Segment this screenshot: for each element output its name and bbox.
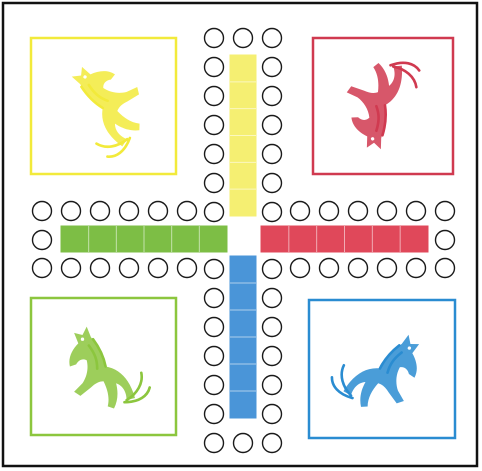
track-hole[interactable] (203, 345, 225, 367)
track-hole[interactable] (203, 114, 225, 136)
track-hole[interactable] (203, 85, 225, 107)
home-lane-red (260, 225, 429, 253)
track-hole[interactable] (89, 257, 111, 279)
track-hole[interactable] (347, 200, 369, 222)
track-hole[interactable] (261, 201, 283, 223)
track-hole[interactable] (261, 114, 283, 136)
track-hole[interactable] (203, 56, 225, 78)
track-hole[interactable] (31, 257, 53, 279)
track-hole[interactable] (147, 257, 169, 279)
track-hole[interactable] (405, 200, 427, 222)
track-hole[interactable] (203, 27, 225, 49)
track-hole[interactable] (232, 432, 254, 454)
track-hole[interactable] (261, 287, 283, 309)
track-hole[interactable] (203, 287, 225, 309)
track-hole[interactable] (60, 257, 82, 279)
track-hole[interactable] (31, 200, 53, 222)
track-hole[interactable] (261, 172, 283, 194)
rearing-horse-icon (330, 334, 420, 407)
track-hole[interactable] (261, 316, 283, 338)
track-hole[interactable] (261, 56, 283, 78)
track-hole[interactable] (203, 143, 225, 165)
track-hole[interactable] (203, 374, 225, 396)
rearing-horse-icon (346, 61, 421, 150)
track-hole[interactable] (203, 316, 225, 338)
track-hole[interactable] (261, 27, 283, 49)
track-hole[interactable] (376, 200, 398, 222)
track-hole[interactable] (176, 200, 198, 222)
track-hole[interactable] (289, 257, 311, 279)
track-hole[interactable] (118, 200, 140, 222)
track-hole[interactable] (261, 403, 283, 425)
track-hole[interactable] (203, 172, 225, 194)
track-hole[interactable] (318, 200, 340, 222)
home-base-yellow[interactable] (29, 36, 178, 176)
track-hole[interactable] (118, 257, 140, 279)
track-hole[interactable] (261, 345, 283, 367)
home-base-red[interactable] (311, 36, 455, 176)
track-hole[interactable] (203, 432, 225, 454)
track-hole[interactable] (376, 257, 398, 279)
track-hole[interactable] (261, 143, 283, 165)
home-lane-green (60, 225, 228, 253)
track-hole[interactable] (203, 403, 225, 425)
track-hole[interactable] (89, 200, 111, 222)
track-hole[interactable] (147, 200, 169, 222)
track-hole[interactable] (261, 85, 283, 107)
track-hole[interactable] (60, 200, 82, 222)
track-hole[interactable] (405, 257, 427, 279)
track-holes (31, 27, 456, 454)
rearing-horse-icon (71, 66, 140, 158)
track-hole[interactable] (434, 229, 456, 251)
track-hole[interactable] (434, 257, 456, 279)
track-hole[interactable] (347, 257, 369, 279)
track-hole[interactable] (318, 257, 340, 279)
track-hole[interactable] (261, 374, 283, 396)
home-bases (29, 36, 457, 440)
home-lane-yellow (229, 54, 257, 217)
rearing-horse-icon (69, 326, 152, 409)
home-lane-blue (229, 255, 257, 419)
home-base-blue[interactable] (307, 298, 457, 440)
track-hole[interactable] (203, 258, 225, 280)
track-hole[interactable] (434, 200, 456, 222)
home-lanes (60, 54, 429, 419)
track-hole[interactable] (289, 200, 311, 222)
home-base-green[interactable] (29, 296, 178, 437)
track-hole[interactable] (261, 432, 283, 454)
track-hole[interactable] (176, 257, 198, 279)
track-hole[interactable] (31, 229, 53, 251)
track-hole[interactable] (232, 27, 254, 49)
track-hole[interactable] (261, 258, 283, 280)
track-hole[interactable] (203, 201, 225, 223)
